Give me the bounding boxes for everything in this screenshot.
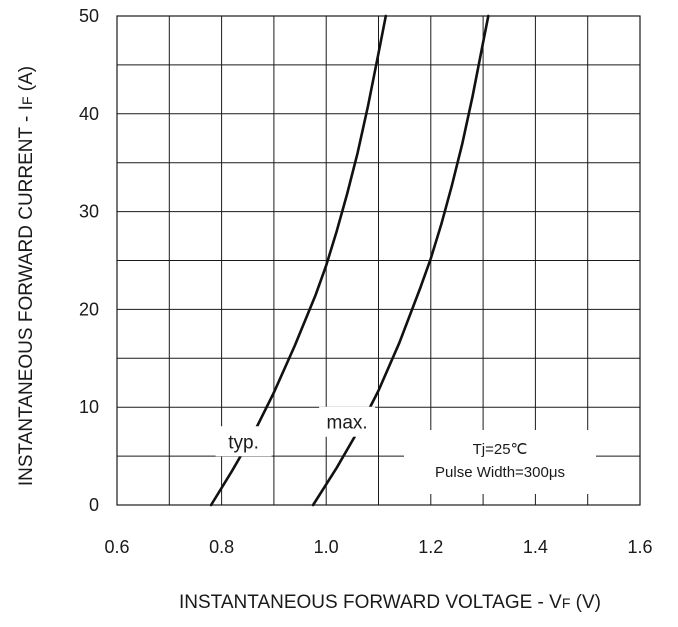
y-tick-label: 50 [79, 6, 99, 26]
x-tick-label: 1.0 [314, 537, 339, 557]
plot-frame [116, 15, 641, 506]
x-tick-label: 1.6 [627, 537, 652, 557]
y-tick-label: 10 [79, 397, 99, 417]
y-axis-title-subscript: F [19, 96, 35, 105]
max-label: max. [327, 413, 368, 434]
x-tick-label: 1.2 [418, 537, 443, 557]
y-axis-title-unit: (A) [16, 66, 37, 97]
series-labels: typ. max. [215, 406, 376, 457]
x-tick-label: 1.4 [523, 537, 548, 557]
y-tick-labels: 0 10 20 30 40 50 [79, 6, 99, 515]
annotation-temperature: Tj=25℃ [473, 441, 528, 458]
x-axis-title: INSTANTANEOUS FORWARD VOLTAGE - VF (V) [179, 592, 601, 613]
x-tick-label: 0.8 [209, 537, 234, 557]
y-tick-label: 20 [79, 299, 99, 319]
x-tick-label: 0.6 [104, 537, 129, 557]
annotation-box [404, 430, 596, 494]
x-tick-labels: 0.6 0.8 1.0 1.2 1.4 1.6 [104, 537, 652, 557]
annotation-pulse-width: Pulse Width=300μs [435, 464, 565, 481]
typ-label-bg [215, 426, 272, 457]
y-axis-title: INSTANTANEOUS FORWARD CURRENT - IF (A) [16, 66, 37, 486]
typ-label: typ. [228, 432, 259, 453]
y-tick-label: 30 [79, 202, 99, 222]
x-axis-title-main: INSTANTANEOUS FORWARD VOLTAGE - V [179, 592, 562, 613]
x-axis-title-unit: (V) [570, 592, 601, 613]
y-tick-label: 40 [79, 104, 99, 124]
y-tick-label: 0 [89, 495, 99, 515]
y-axis-title-main: INSTANTANEOUS FORWARD CURRENT - I [16, 105, 37, 486]
x-axis-title-subscript: F [562, 595, 571, 611]
grid-lines [116, 15, 641, 506]
max-label-bg [319, 406, 376, 437]
